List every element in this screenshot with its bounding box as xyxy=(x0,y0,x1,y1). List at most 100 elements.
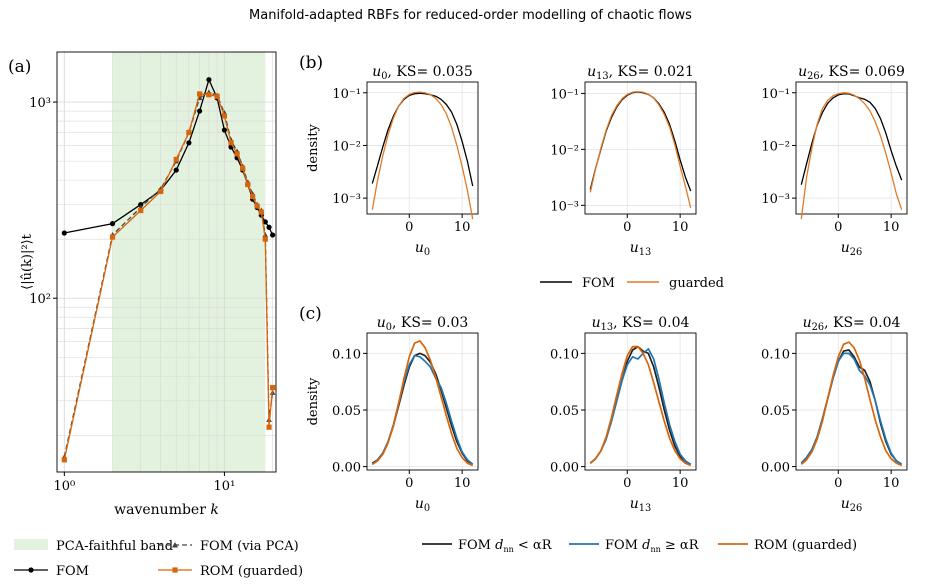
x-tick-label: 10 xyxy=(672,220,689,235)
legend-marker xyxy=(172,567,178,573)
x-tick-label: 0 xyxy=(834,476,842,491)
data-point xyxy=(61,230,67,236)
x-tick-label: 0 xyxy=(405,220,413,235)
legend-marker xyxy=(28,567,34,573)
data-point xyxy=(186,129,192,136)
data-point xyxy=(270,232,276,238)
x-axis-label: u13 xyxy=(630,496,652,514)
legend-label: FOM xyxy=(56,564,89,579)
legend-label: FOM xyxy=(582,276,615,291)
data-point xyxy=(109,234,116,240)
data-point xyxy=(197,108,203,114)
series-line xyxy=(371,352,474,466)
series-line xyxy=(63,91,274,458)
legend-label: FOM dnn < αR xyxy=(458,538,553,554)
x-tick-label: 10¹ xyxy=(214,479,236,494)
suptitle: Manifold-adapted RBFs for reduced-order … xyxy=(249,8,692,23)
x-axis-label: u0 xyxy=(415,240,430,258)
subplot-title: u0, KS= 0.03 xyxy=(377,315,469,333)
y-tick-label: 0.00 xyxy=(550,461,579,476)
legend-marker xyxy=(172,542,178,548)
data-point xyxy=(214,93,220,99)
series-line xyxy=(800,92,903,220)
data-point xyxy=(245,181,251,188)
legend-label: PCA-faithful band xyxy=(56,539,173,554)
x-tick-label: 10 xyxy=(454,220,471,235)
data-point xyxy=(258,209,264,215)
y-tick-label: 0.10 xyxy=(761,347,790,362)
x-tick-label: 10 xyxy=(672,476,689,491)
data-point xyxy=(173,167,179,173)
series-line xyxy=(589,345,692,467)
y-tick-label: 10⁻² xyxy=(761,139,790,154)
data-point xyxy=(254,203,260,209)
x-tick-label: 0 xyxy=(623,220,631,235)
x-axis-label: u0 xyxy=(415,496,430,514)
axes-frame xyxy=(366,81,479,215)
data-point xyxy=(109,221,116,227)
series-line xyxy=(800,349,903,466)
axes-frame xyxy=(795,332,908,471)
x-tick-label: 10⁰ xyxy=(53,479,75,494)
data-point xyxy=(250,193,256,200)
subplot-title: u13, KS= 0.04 xyxy=(592,315,690,333)
legend-label: guarded xyxy=(669,276,724,291)
series-line xyxy=(800,341,903,467)
y-tick-label: 10⁻² xyxy=(332,139,361,154)
legend-label: ROM (guarded) xyxy=(200,564,303,579)
x-tick-label: 0 xyxy=(834,220,842,235)
series-line xyxy=(589,90,692,209)
y-tick-label: 0.05 xyxy=(761,404,790,419)
x-axis-label: wavenumber k xyxy=(114,502,219,518)
series-line xyxy=(371,91,474,220)
x-tick-label: 0 xyxy=(623,476,631,491)
data-point xyxy=(158,188,164,195)
y-tick-label: 10³ xyxy=(29,96,51,111)
x-tick-label: 10 xyxy=(883,476,900,491)
y-tick-label: 10⁻³ xyxy=(550,199,579,214)
y-tick-label: 10⁻³ xyxy=(761,192,790,207)
data-point xyxy=(228,140,234,146)
series-line xyxy=(589,91,692,192)
data-point xyxy=(206,92,212,98)
data-point xyxy=(262,232,269,238)
subplot-title: u26, KS= 0.069 xyxy=(798,64,905,82)
x-axis-label: u26 xyxy=(841,240,863,258)
axes-frame xyxy=(56,51,277,473)
data-point xyxy=(266,424,272,430)
legend-band-swatch xyxy=(14,539,48,550)
x-axis-label: u26 xyxy=(841,496,863,514)
data-point xyxy=(270,385,276,391)
y-tick-label: 0.10 xyxy=(550,347,579,362)
data-point xyxy=(221,113,228,119)
x-tick-label: 0 xyxy=(405,476,413,491)
data-point xyxy=(138,207,144,214)
y-tick-label: 0.05 xyxy=(550,404,579,419)
data-point xyxy=(186,140,192,146)
y-tick-label: 10² xyxy=(29,292,51,307)
y-tick-label: 10⁻² xyxy=(550,143,579,158)
y-tick-label: 10⁻¹ xyxy=(550,87,579,102)
y-tick-label: 0.10 xyxy=(332,347,361,362)
x-axis-label: u13 xyxy=(630,240,652,258)
y-axis-label: density xyxy=(306,123,321,171)
series-line xyxy=(371,92,474,187)
y-tick-label: 10⁻¹ xyxy=(761,87,790,102)
panel-label: (c) xyxy=(299,304,322,324)
y-tick-label: 0.00 xyxy=(761,461,790,476)
data-point xyxy=(197,91,203,97)
series-line xyxy=(800,352,903,466)
data-point xyxy=(262,236,268,242)
data-point xyxy=(266,224,272,230)
data-point xyxy=(173,156,179,163)
series-line xyxy=(800,93,903,185)
legend-label: FOM (via PCA) xyxy=(200,539,299,554)
panel-label: (a) xyxy=(8,57,31,77)
data-point xyxy=(61,457,67,463)
y-tick-label: 10⁻³ xyxy=(332,192,361,207)
series-line xyxy=(371,340,474,467)
y-tick-label: 0.05 xyxy=(332,404,361,419)
legend-label: FOM dnn ≥ αR xyxy=(605,538,700,554)
data-point xyxy=(262,219,268,225)
